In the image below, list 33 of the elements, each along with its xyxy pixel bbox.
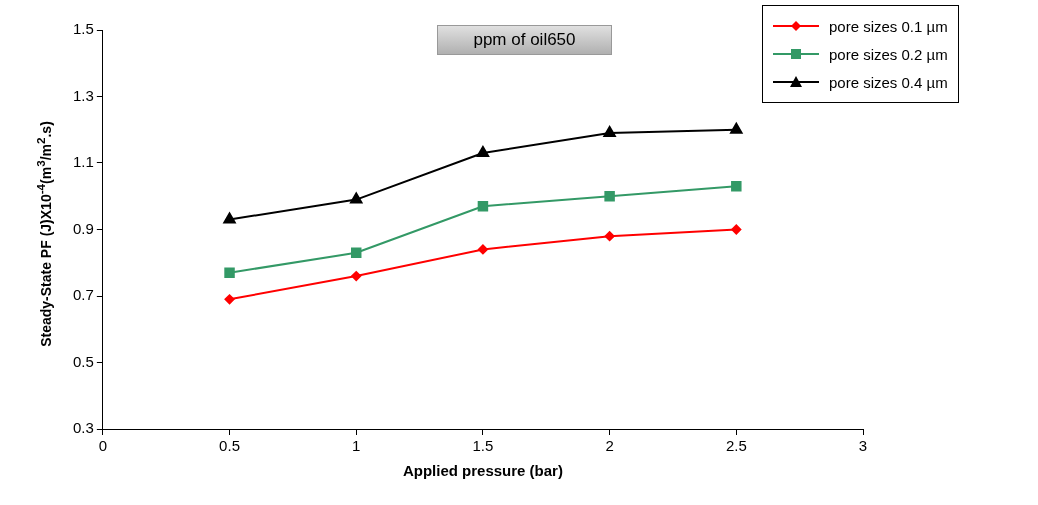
x-axis-title: Applied pressure (bar)	[402, 462, 563, 480]
y-tick-label: 0.9	[72, 219, 94, 237]
x-tick-label: 0	[98, 437, 108, 455]
point	[604, 231, 615, 242]
point	[224, 294, 235, 305]
legend-label: pore sizes 0.1 µm	[829, 17, 948, 35]
y-tick-label: 1.3	[72, 86, 94, 104]
point	[476, 146, 490, 158]
y-tick-label: 0.3	[72, 419, 94, 437]
point	[731, 224, 742, 235]
point	[604, 191, 615, 202]
point	[351, 271, 362, 282]
point	[477, 244, 488, 255]
y-tick-label: 1.1	[72, 153, 94, 171]
legend-label: pore sizes 0.4 µm	[829, 73, 948, 91]
x-tick-label: 1.5	[472, 437, 494, 455]
legend-label: pore sizes 0.2 µm	[829, 45, 948, 63]
x-tick-label: 3	[858, 437, 868, 455]
x-tick-label: 1	[352, 437, 361, 455]
point	[731, 181, 742, 192]
point	[730, 122, 743, 134]
x-tick-label: 2.5	[725, 437, 747, 455]
x-tick-label: 0.5	[219, 437, 240, 455]
y-tick-label: 0.5	[72, 352, 94, 370]
point	[603, 126, 616, 138]
point	[223, 212, 236, 224]
point	[350, 192, 363, 204]
y-tick-label: 1.5	[72, 20, 94, 38]
point	[350, 247, 362, 259]
x-tick-label: 2	[605, 437, 614, 455]
point	[477, 200, 489, 212]
y-tick-label: 0.7	[72, 286, 94, 304]
point	[224, 267, 235, 278]
